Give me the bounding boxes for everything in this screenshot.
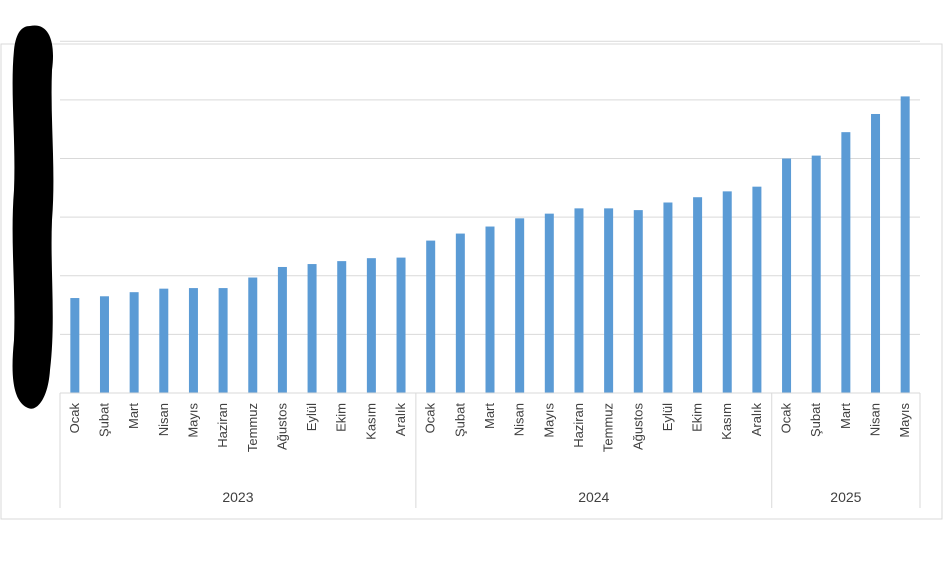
category-tick-label: Ağustos xyxy=(274,403,289,450)
bar xyxy=(218,288,228,393)
bar xyxy=(752,186,762,393)
bar xyxy=(307,264,317,393)
category-tick-label: Eylül xyxy=(304,403,319,431)
bar xyxy=(396,257,406,393)
bar xyxy=(841,132,851,393)
category-tick-label: Haziran xyxy=(215,403,230,448)
category-tick-label: Haziran xyxy=(571,403,586,448)
y-axis-redaction xyxy=(12,25,54,409)
bar xyxy=(159,288,169,393)
category-tick-label: Eylül xyxy=(660,403,675,431)
redaction-scribble xyxy=(12,25,54,409)
gridlines xyxy=(60,40,920,335)
category-tick-label: Şubat xyxy=(808,403,823,437)
bar xyxy=(455,233,465,393)
category-tick-label: Ocak xyxy=(67,403,82,434)
bar xyxy=(129,292,139,393)
category-tick-label: Kasım xyxy=(719,403,734,440)
group-label-2025: 2025 xyxy=(830,489,861,505)
category-tick-label: Temmuz xyxy=(601,403,616,452)
bars xyxy=(70,96,910,394)
category-tick-label: Ekim xyxy=(334,403,349,432)
bar xyxy=(426,240,436,393)
category-tick-label: Ekim xyxy=(690,403,705,432)
category-tick-label: Şubat xyxy=(96,403,111,437)
category-tick-label: Nisan xyxy=(512,403,527,436)
category-tick-label: Ocak xyxy=(779,403,794,434)
bar xyxy=(811,155,821,393)
bar xyxy=(574,208,584,393)
chart-border xyxy=(0,43,943,520)
bar xyxy=(544,213,554,393)
bar xyxy=(663,202,673,393)
category-tick-label: Aralık xyxy=(393,403,408,437)
category-tick-label: Mayıs xyxy=(185,403,200,438)
category-tick-label: Şubat xyxy=(452,403,467,437)
bar xyxy=(900,96,910,393)
category-tick-label: Ocak xyxy=(423,403,438,434)
category-axis: Ocak Şubat Mart Nisan Mayıs Haziran Temmuz Ağus… xyxy=(59,392,921,508)
category-tick-label: Aralık xyxy=(749,403,764,437)
bar xyxy=(277,266,287,393)
category-tick-label: Mart xyxy=(482,403,497,429)
category-tick-label: Temmuz xyxy=(245,403,260,452)
bar xyxy=(722,191,732,393)
bar xyxy=(188,288,198,393)
group-label-2023: 2023 xyxy=(222,489,253,505)
category-tick-label: Mayıs xyxy=(897,403,912,438)
group-label-2024: 2024 xyxy=(578,489,609,505)
bar xyxy=(782,158,792,393)
bar xyxy=(337,261,347,393)
category-tick-label: Mart xyxy=(126,403,141,429)
bar xyxy=(693,197,703,393)
bar xyxy=(604,208,614,393)
bar xyxy=(871,113,881,394)
category-tick-label: Nisan xyxy=(868,403,883,436)
category-tick-label: Kasım xyxy=(363,403,378,440)
bar xyxy=(633,210,643,393)
bar xyxy=(485,226,495,393)
category-tick-label: Nisan xyxy=(156,403,171,436)
bar xyxy=(70,298,80,393)
bar xyxy=(248,277,258,393)
category-tick-label: Ağustos xyxy=(630,403,645,450)
bar xyxy=(515,218,525,393)
bar xyxy=(366,258,376,393)
category-tick-label: Mart xyxy=(838,403,853,429)
bar xyxy=(99,296,109,393)
category-tick-label: Mayıs xyxy=(541,403,556,438)
